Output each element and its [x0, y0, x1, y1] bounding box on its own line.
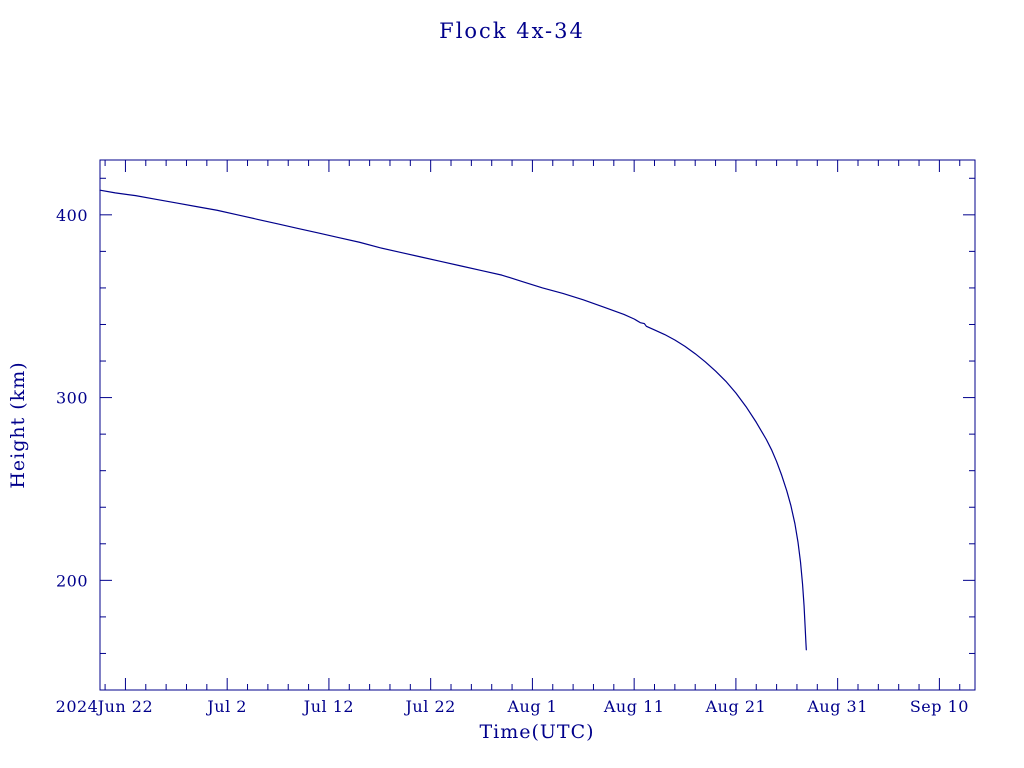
year-label: 2024 [56, 697, 99, 716]
decay-line [99, 189, 807, 651]
axis-ticks [100, 160, 975, 690]
x-tick-label: Aug 21 [705, 697, 767, 716]
x-axis-label: Time(UTC) [479, 721, 594, 743]
x-tick-label: Aug 31 [806, 697, 868, 716]
x-tick-label: Sep 10 [910, 697, 969, 716]
x-tick-label: Aug 1 [506, 697, 557, 716]
chart-title: Flock 4x-34 [439, 19, 585, 43]
x-tick-label: Aug 11 [603, 697, 665, 716]
x-tick-label: Jul 2 [205, 697, 247, 716]
y-tick-label: 200 [56, 571, 88, 590]
y-tick-label: 400 [56, 206, 88, 225]
plot-frame [99, 159, 976, 691]
y-axis-label: Height (km) [7, 361, 29, 488]
y-tick-label: 300 [56, 389, 88, 408]
x-tick-label: Jul 22 [404, 697, 456, 716]
axis-tick-labels: Jun 22 Jul 2 Jul 12 Jul 22 Aug 1 Aug 11 Aug 21… [56, 206, 969, 716]
decay-curve [99, 189, 807, 651]
x-tick-label: Jul 12 [302, 697, 354, 716]
x-tick-label: Jun 22 [96, 697, 153, 716]
